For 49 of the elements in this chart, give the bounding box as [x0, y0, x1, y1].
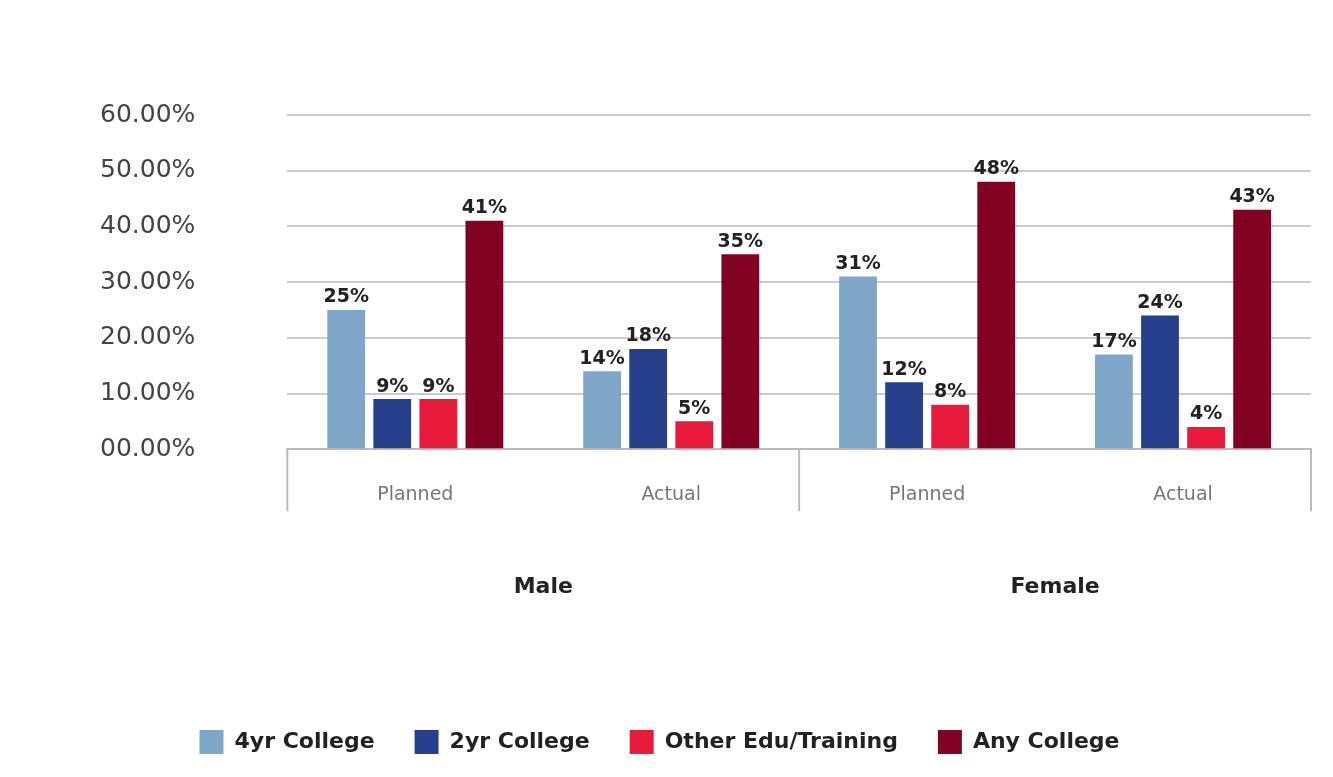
- data-label: 9%: [422, 373, 455, 396]
- data-label: 14%: [579, 345, 625, 368]
- data-label: 8%: [934, 379, 967, 402]
- text: Female: [1010, 572, 1100, 598]
- bar: [931, 404, 970, 449]
- bar: [977, 181, 1016, 449]
- x-tick-label: Planned: [889, 481, 966, 504]
- data-label: 48%: [973, 156, 1019, 179]
- y-tick-label: 00.00%: [100, 432, 196, 462]
- data-label: 17%: [1091, 328, 1137, 351]
- data-label: 5%: [678, 395, 711, 418]
- data-label: 12%: [881, 356, 927, 379]
- y-tick-label: 30.00%: [100, 265, 196, 295]
- bar: [839, 276, 877, 449]
- legend-label: Other Edu/Training: [664, 727, 898, 753]
- bar: [721, 254, 760, 449]
- bar: [1233, 209, 1272, 449]
- data-label: 43%: [1229, 184, 1275, 207]
- y-tick-label: 60.00%: [100, 98, 196, 128]
- data-label: 4%: [1189, 401, 1223, 424]
- data-label: 24%: [1137, 289, 1183, 312]
- bar: [675, 421, 714, 449]
- bar: [419, 399, 458, 449]
- bar: [327, 309, 366, 449]
- y-tick-label: 20.00%: [100, 321, 196, 351]
- x-tick-label: Planned: [377, 481, 454, 504]
- bar: [885, 382, 923, 449]
- y-tick-label: 40.00%: [100, 209, 196, 239]
- data-label: 31%: [835, 250, 881, 273]
- bar: [373, 399, 412, 449]
- bar: [465, 220, 504, 449]
- y-tick-label: 50.00%: [100, 154, 196, 184]
- data-label: 9%: [376, 373, 409, 396]
- bar: [1095, 354, 1133, 449]
- bar: [629, 348, 668, 449]
- text: Male: [513, 572, 573, 598]
- bar: [583, 371, 621, 449]
- data-label: 25%: [323, 284, 369, 307]
- x-tick-label: Actual: [1153, 481, 1213, 504]
- bar: [1141, 315, 1179, 449]
- data-label: 41%: [461, 195, 508, 218]
- legend-label: 2yr College: [449, 727, 590, 753]
- bar: [1187, 426, 1225, 449]
- legend-label: 4yr College: [234, 727, 375, 753]
- legend-label: Any College: [972, 727, 1120, 753]
- x-tick-label: Actual: [641, 481, 701, 504]
- data-label: 35%: [717, 228, 764, 251]
- data-label: 18%: [625, 323, 671, 346]
- y-tick-label: 10.00%: [100, 377, 196, 406]
